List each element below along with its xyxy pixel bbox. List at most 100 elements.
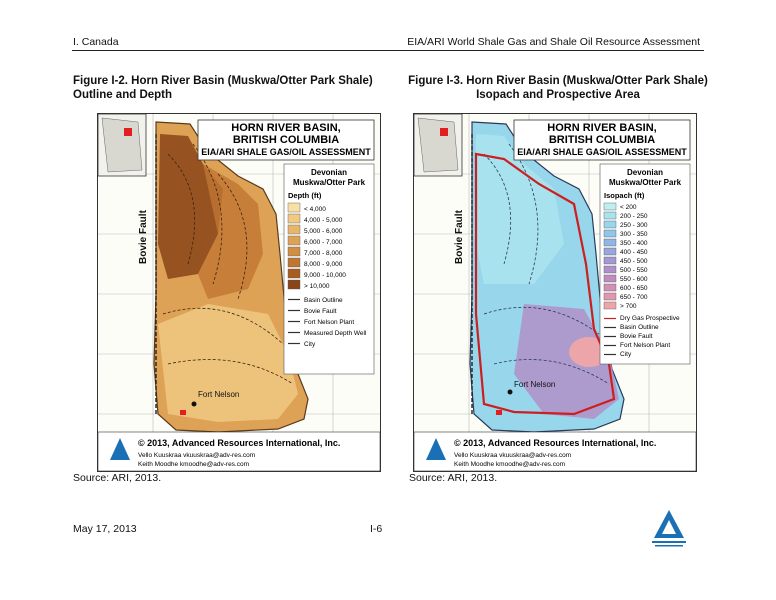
contact-2: Keith Moodhe kmoodhe@adv-res.com	[454, 461, 565, 468]
header-rule	[72, 50, 704, 51]
legend-extra-label: Bovie Fault	[304, 308, 337, 315]
thick-zone	[514, 304, 619, 419]
fault-label: Bovie Fault	[454, 209, 465, 264]
legend-item-label: 300 - 350	[620, 231, 648, 238]
legend-swatch	[287, 213, 301, 224]
map-title-box	[513, 119, 691, 161]
legend-extra-label: Dry Gas Prospective	[620, 315, 680, 322]
legend-swatch	[287, 257, 301, 268]
legend-item-label: < 200	[620, 204, 637, 211]
inset-province-outline	[101, 117, 143, 173]
legend-swatch	[603, 274, 617, 283]
legend-extra-label: City	[620, 351, 632, 358]
legend-item-label: 350 - 400	[620, 240, 648, 247]
legend-swatch	[603, 211, 617, 220]
legend-item-label: > 10,000	[304, 283, 330, 290]
legend-swatch	[603, 301, 617, 310]
legend-item-label: 200 - 250	[620, 213, 648, 220]
legend-item-label: 6,000 - 7,000	[304, 239, 343, 246]
legend-item-label: 550 - 600	[620, 276, 648, 283]
map-title-line-3: EIA/ARI SHALE GAS/OIL ASSESSMENT	[517, 147, 687, 157]
map-title-line-2: BRITISH COLUMBIA	[549, 134, 655, 146]
legend-item-label: 250 - 300	[620, 222, 648, 229]
map-title-box	[197, 119, 375, 161]
header-report-title: EIA/ARI World Shale Gas and Shale Oil Re…	[407, 36, 700, 48]
formation-name: Muskwa/Otter Park	[609, 178, 682, 187]
legend-item-label: 4,000 - 5,000	[304, 217, 343, 224]
copyright-text: © 2013, Advanced Resources International…	[454, 438, 656, 448]
ari-logo-icon	[110, 438, 130, 460]
formation-age: Devonian	[311, 168, 347, 177]
copyright-block: © 2013, Advanced Resources International…	[98, 431, 380, 471]
map-title-line-1: HORN RIVER BASIN,	[547, 122, 656, 134]
mid-zone	[198, 164, 263, 299]
legend-swatch	[603, 283, 617, 292]
legend-swatch	[603, 238, 617, 247]
legend-extra-label: Fort Nelson Plant	[620, 342, 670, 349]
legend-swatch	[287, 279, 301, 290]
formation-age: Devonian	[627, 168, 663, 177]
legend-item-label: > 700	[620, 303, 637, 310]
map-title-line-2: BRITISH COLUMBIA	[233, 134, 339, 146]
legend-item-label: 500 - 550	[620, 267, 648, 274]
depth-map: Bovie Fault Fort Nelson HORN RIVER BASIN…	[97, 113, 381, 472]
legend-swatch	[287, 235, 301, 246]
legend-heading: Depth (ft)	[288, 191, 322, 200]
figure-2-source: Source: ARI, 2013.	[409, 472, 498, 484]
copyright-block: © 2013, Advanced Resources International…	[414, 431, 696, 471]
footer-date: May 17, 2013	[73, 523, 137, 535]
city-label: Fort Nelson	[198, 390, 239, 399]
thin-zone	[474, 134, 564, 284]
inset-highlight	[440, 128, 448, 136]
inset-highlight	[124, 128, 132, 136]
contact-1: Vello Kuuskraa vkuuskraa@adv-res.com	[454, 452, 571, 459]
legend: Devonian Muskwa/Otter Park Depth (ft) < …	[283, 163, 375, 375]
fort-nelson-plant-icon	[180, 410, 186, 415]
legend-swatch	[287, 268, 301, 279]
legend-swatch	[287, 224, 301, 235]
legend-extra-label: Fort Nelson Plant	[304, 319, 354, 326]
legend-extra-label: Measured Depth Well	[304, 330, 367, 337]
legend-heading: Isopach (ft)	[604, 191, 645, 200]
legend-swatch	[603, 229, 617, 238]
figure-1-title: Figure I-2. Horn River Basin (Muskwa/Ott…	[73, 75, 373, 101]
figure-1-source: Source: ARI, 2013.	[73, 472, 162, 484]
inset-province-outline	[417, 117, 459, 173]
legend-item-label: 7,000 - 8,000	[304, 250, 343, 257]
legend-swatch	[603, 265, 617, 274]
legend-item-label: 650 - 700	[620, 294, 648, 301]
legend-swatch	[287, 202, 301, 213]
legend-item-label: 450 - 500	[620, 258, 648, 265]
ari-footer-logo-icon	[652, 510, 686, 547]
legend-swatch	[603, 292, 617, 301]
fort-nelson-plant-icon	[496, 410, 502, 415]
legend-swatch	[603, 202, 617, 211]
legend-item-label: 8,000 - 9,000	[304, 261, 343, 268]
legend-item-label: 400 - 450	[620, 249, 648, 256]
contact-1: Vello Kuuskraa vkuuskraa@adv-res.com	[138, 452, 255, 459]
shallow-zone	[158, 304, 298, 422]
copyright-text: © 2013, Advanced Resources International…	[138, 438, 340, 448]
legend-swatch	[603, 247, 617, 256]
legend: Devonian Muskwa/Otter Park Isopach (ft) …	[599, 163, 691, 365]
ari-logo-icon	[426, 438, 446, 460]
legend-item-label: 5,000 - 6,000	[304, 228, 343, 235]
isopach-map: Bovie Fault Fort Nelson HORN RIVER BASIN…	[413, 113, 697, 472]
city-label: Fort Nelson	[514, 380, 555, 389]
map-title-line-3: EIA/ARI SHALE GAS/OIL ASSESSMENT	[201, 147, 371, 157]
isopach-peak	[569, 337, 609, 367]
legend-swatch	[287, 246, 301, 257]
legend-item-label: < 4,000	[304, 206, 326, 213]
legend-extra-label: Basin Outline	[304, 297, 343, 304]
figure-2-title: Figure I-3. Horn River Basin (Muskwa/Ott…	[408, 75, 708, 101]
legend-extra-label: Basin Outline	[620, 324, 659, 331]
fault-label: Bovie Fault	[138, 209, 149, 264]
footer-page-number: I-6	[370, 523, 383, 535]
legend-item-label: 9,000 - 10,000	[304, 272, 346, 279]
map-title-line-1: HORN RIVER BASIN,	[231, 122, 340, 134]
legend-item-label: 600 - 650	[620, 285, 648, 292]
legend-swatch	[603, 220, 617, 229]
legend-extra-label: Bovie Fault	[620, 333, 653, 340]
city-marker	[191, 401, 197, 407]
legend-swatch	[603, 256, 617, 265]
